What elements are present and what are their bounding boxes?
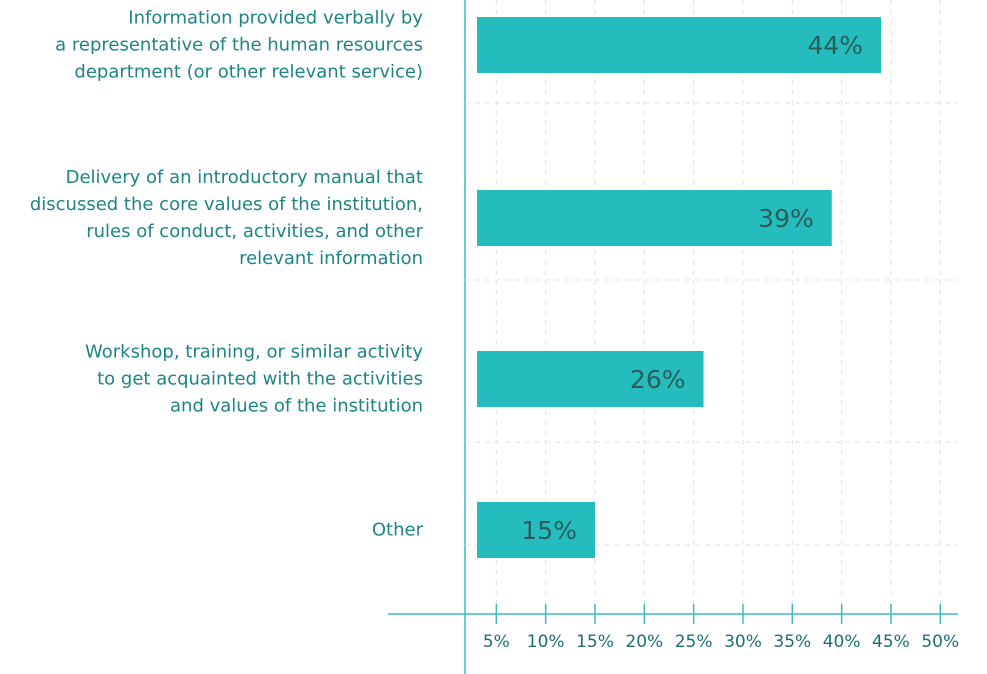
bar [477, 190, 832, 246]
value-label: 15% [521, 516, 577, 545]
x-tick-label: 35% [773, 632, 811, 652]
x-tick-label: 10% [527, 632, 565, 652]
value-label: 26% [630, 365, 686, 394]
bar [477, 351, 704, 407]
bar [477, 17, 882, 73]
x-tick-label: 50% [921, 632, 959, 652]
x-tick-label: 5% [483, 632, 510, 652]
value-label: 44% [807, 31, 863, 60]
value-label: 39% [758, 204, 814, 233]
category-label: Information provided verbally by a repre… [55, 7, 423, 83]
x-tick-label: 20% [625, 632, 663, 652]
category-label: Workshop, training, or similar activity … [85, 341, 423, 417]
x-tick-label: 45% [872, 632, 910, 652]
x-tick-label: 25% [675, 632, 713, 652]
category-label: Delivery of an introductory manual that … [29, 167, 423, 269]
category-label: Other [371, 519, 423, 541]
bar [477, 502, 595, 558]
x-tick-label: 40% [823, 632, 861, 652]
x-tick-label: 30% [724, 632, 762, 652]
x-tick-label: 15% [576, 632, 614, 652]
